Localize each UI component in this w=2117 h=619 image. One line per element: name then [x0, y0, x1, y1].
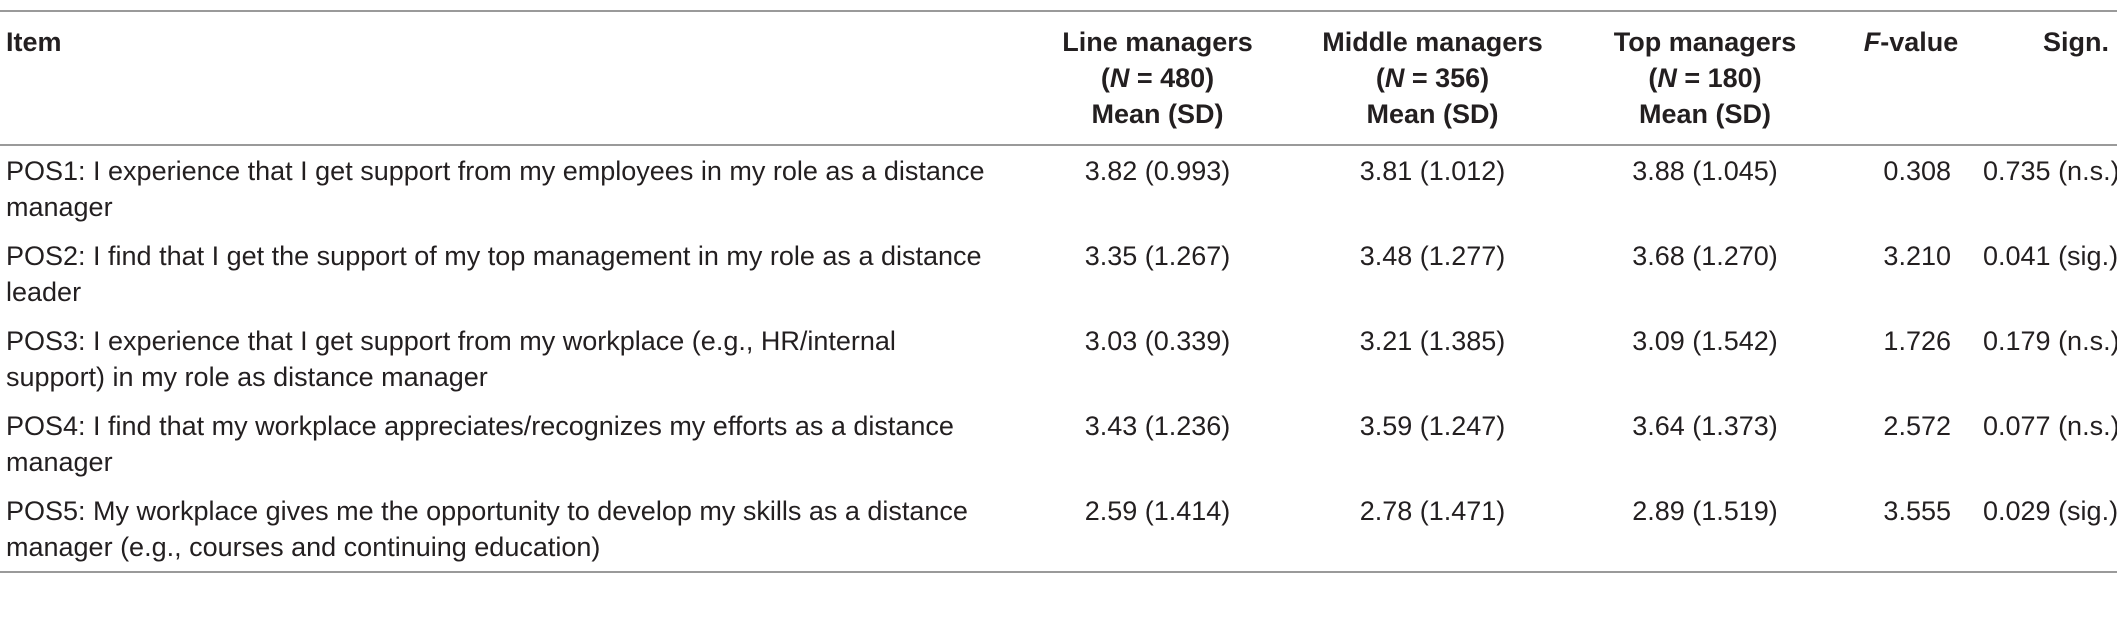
item-cell: POS3: I experience that I get support fr…	[6, 326, 896, 392]
header-f-value: F-value	[1863, 27, 1959, 57]
header-line-title: Line managers	[1062, 27, 1253, 57]
header-line-n: (N = 480)	[1100, 63, 1215, 93]
table-row: POS3: I experience that I get support fr…	[0, 316, 2117, 401]
header-top-title: Top managers	[1613, 27, 1797, 57]
line-managers-cell: 2.59 (1.414)	[1084, 496, 1231, 526]
table-header: Item Line managers (N = 480) Mean (SD) M…	[0, 11, 2117, 145]
top-managers-cell: 3.88 (1.045)	[1632, 156, 1778, 186]
line-managers-cell: 3.35 (1.267)	[1084, 241, 1231, 271]
middle-managers-cell: 3.59 (1.247)	[1359, 411, 1506, 441]
sign-cell: 0.041 (sig.)	[1983, 241, 2117, 271]
f-value-cell: 3.210	[1883, 241, 1951, 271]
top-managers-cell: 2.89 (1.519)	[1632, 496, 1778, 526]
header-line-managers: Line managers (N = 480) Mean (SD)	[1015, 11, 1300, 145]
header-top-managers: Top managers (N = 180) Mean (SD)	[1565, 11, 1845, 145]
f-value-cell: 2.572	[1883, 411, 1951, 441]
header-top-stat: Mean (SD)	[1638, 99, 1771, 129]
sign-cell: 0.077 (n.s.)	[1983, 411, 2117, 441]
header-middle-managers: Middle managers (N = 356) Mean (SD)	[1300, 11, 1565, 145]
line-managers-cell: 3.03 (0.339)	[1084, 326, 1231, 356]
top-managers-cell: 3.64 (1.373)	[1632, 411, 1778, 441]
item-cell: POS4: I find that my workplace appreciat…	[6, 411, 954, 477]
middle-managers-cell: 3.21 (1.385)	[1359, 326, 1506, 356]
header-sign: Sign.	[2043, 27, 2109, 57]
header-item: Item	[6, 27, 62, 57]
table-body: POS1: I experience that I get support fr…	[0, 145, 2117, 572]
f-value-cell: 3.555	[1883, 496, 1951, 526]
results-table: Item Line managers (N = 480) Mean (SD) M…	[0, 10, 2117, 573]
header-top-n: (N = 180)	[1648, 63, 1762, 93]
header-line-stat: Mean (SD)	[1091, 99, 1224, 129]
line-managers-cell: 3.82 (0.993)	[1084, 156, 1231, 186]
sign-cell: 0.029 (sig.)	[1983, 496, 2117, 526]
item-cell: POS5: My workplace gives me the opportun…	[6, 496, 968, 562]
item-cell: POS1: I experience that I get support fr…	[6, 156, 985, 222]
top-managers-cell: 3.68 (1.270)	[1632, 241, 1778, 271]
middle-managers-cell: 3.48 (1.277)	[1359, 241, 1506, 271]
f-value-cell: 0.308	[1883, 156, 1951, 186]
header-middle-stat: Mean (SD)	[1366, 99, 1499, 129]
table-row: POS4: I find that my workplace appreciat…	[0, 401, 2117, 486]
header-row: Item Line managers (N = 480) Mean (SD) M…	[0, 11, 2117, 145]
sign-cell: 0.735 (n.s.)	[1983, 156, 2117, 186]
table-row: POS5: My workplace gives me the opportun…	[0, 486, 2117, 572]
table-row: POS1: I experience that I get support fr…	[0, 145, 2117, 231]
middle-managers-cell: 2.78 (1.471)	[1359, 496, 1506, 526]
table-row: POS2: I find that I get the support of m…	[0, 231, 2117, 316]
middle-managers-cell: 3.81 (1.012)	[1359, 156, 1506, 186]
header-middle-title: Middle managers	[1322, 27, 1543, 57]
header-middle-n: (N = 356)	[1375, 63, 1490, 93]
line-managers-cell: 3.43 (1.236)	[1084, 411, 1231, 441]
sign-cell: 0.179 (n.s.)	[1983, 326, 2117, 356]
top-managers-cell: 3.09 (1.542)	[1632, 326, 1778, 356]
f-value-cell: 1.726	[1883, 326, 1951, 356]
item-cell: POS2: I find that I get the support of m…	[6, 241, 982, 307]
